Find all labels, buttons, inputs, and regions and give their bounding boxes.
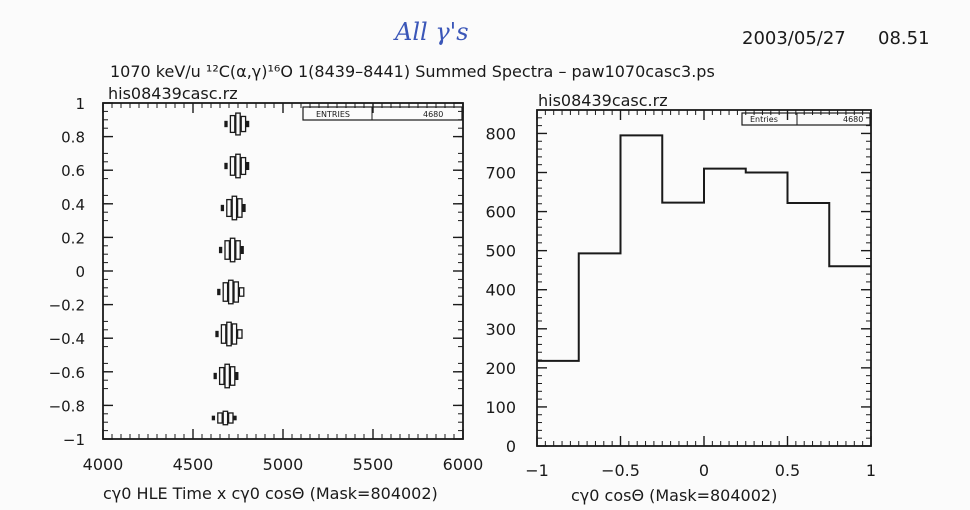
right-x-axis-label: cγ0 cosΘ (Mask=804002) bbox=[571, 486, 777, 505]
left-y-tick-label: 0 bbox=[75, 263, 85, 281]
right-y-tick-label: 400 bbox=[485, 281, 516, 300]
box-marker bbox=[211, 415, 216, 421]
print-date: 2003/05/27 bbox=[742, 28, 846, 49]
box-marker bbox=[222, 282, 229, 302]
box-marker bbox=[229, 156, 236, 176]
box-marker bbox=[235, 112, 241, 136]
right-y-tick-label: 600 bbox=[485, 203, 516, 222]
box-marker bbox=[224, 363, 231, 389]
right-x-tick-label: −1 bbox=[525, 461, 549, 480]
box-marker bbox=[218, 366, 225, 386]
right-stats-value: 4680 bbox=[843, 115, 863, 124]
left-x-tick-label: 4000 bbox=[83, 455, 124, 474]
left-x-tick-label: 5000 bbox=[263, 455, 304, 474]
left-stats-label: ENTRIES bbox=[316, 110, 350, 119]
box-marker bbox=[213, 372, 217, 380]
box-marker bbox=[235, 240, 241, 260]
handwritten-annotation: All γ's bbox=[393, 18, 469, 46]
box-marker bbox=[222, 410, 229, 426]
right-y-tick-label: 800 bbox=[485, 124, 516, 143]
right-y-tick-label: 300 bbox=[485, 320, 516, 339]
box-marker bbox=[242, 203, 246, 213]
left-plot-frame bbox=[102, 102, 464, 440]
left-stats-value: 4680 bbox=[423, 110, 443, 119]
right-x-tick-label: −0.5 bbox=[601, 461, 640, 480]
box-marker bbox=[235, 153, 241, 179]
left-y-tick-label: 0.8 bbox=[61, 129, 85, 147]
box-marker bbox=[224, 162, 228, 170]
right-axis-ticks: 0 100 200 300 400 500 600 700 800 −1 −0.5 0 0.5 1 bbox=[485, 110, 876, 480]
left-y-tick-label: 0.6 bbox=[61, 162, 85, 180]
box-marker bbox=[240, 156, 247, 176]
figure-title: 1070 keV/u ¹²C(α,γ)¹⁶O 1(8439–8441) Summ… bbox=[110, 62, 715, 81]
right-y-tick-label: 700 bbox=[485, 164, 516, 183]
right-x-tick-label: 0 bbox=[699, 461, 709, 480]
right-stats-label: Entries bbox=[750, 115, 778, 124]
left-y-tick-label: 0.2 bbox=[61, 229, 85, 247]
right-y-tick-label: 200 bbox=[485, 359, 516, 378]
left-x-tick-label: 5500 bbox=[353, 455, 394, 474]
print-time: 08.51 bbox=[878, 28, 930, 49]
left-y-tick-label: −0.4 bbox=[49, 330, 85, 348]
box-marker bbox=[227, 279, 234, 305]
box-marker bbox=[224, 120, 228, 128]
histogram-step-line bbox=[537, 134, 871, 362]
box-marker bbox=[240, 115, 247, 133]
box-marker bbox=[231, 195, 238, 221]
box-marker bbox=[233, 415, 237, 421]
box-marker bbox=[240, 245, 244, 255]
box-marker bbox=[229, 366, 236, 386]
box-marker bbox=[218, 246, 223, 254]
right-stats-box: Entries 4680 bbox=[741, 112, 871, 126]
box-marker bbox=[231, 323, 238, 345]
box-marker bbox=[217, 412, 223, 424]
left-x-axis-label: cγ0 HLE Time x cγ0 cosΘ (Mask=804002) bbox=[103, 484, 438, 503]
time-vs-cos-panel: his08439casc.rz ENTRIES 4680 1 0.8 0.6 0.4 0… bbox=[49, 84, 484, 503]
box-marker bbox=[236, 198, 243, 218]
box-marker bbox=[238, 287, 245, 297]
box-marker bbox=[229, 114, 236, 134]
box-marker bbox=[226, 198, 232, 218]
left-file-label: his08439casc.rz bbox=[108, 84, 238, 103]
box-marker bbox=[220, 324, 227, 344]
box-marker bbox=[233, 281, 240, 303]
box-marker bbox=[217, 288, 221, 296]
left-y-tick-label: 0.4 bbox=[61, 196, 85, 214]
box-marker bbox=[236, 329, 243, 339]
left-box-markers bbox=[211, 112, 250, 426]
right-file-label: his08439casc.rz bbox=[538, 91, 668, 110]
right-x-tick-label: 1 bbox=[866, 461, 876, 480]
box-marker bbox=[227, 412, 234, 424]
right-y-tick-label: 0 bbox=[506, 437, 516, 456]
right-y-tick-label: 500 bbox=[485, 242, 516, 261]
left-y-tick-label: −1 bbox=[63, 431, 85, 449]
left-x-tick-label: 6000 bbox=[443, 455, 484, 474]
right-x-tick-label: 0.5 bbox=[775, 461, 800, 480]
box-marker bbox=[215, 330, 219, 338]
left-y-tick-label: −0.8 bbox=[49, 397, 85, 415]
right-plot-frame bbox=[536, 109, 872, 447]
box-marker bbox=[229, 237, 236, 263]
left-x-tick-label: 4500 bbox=[173, 455, 214, 474]
box-marker bbox=[235, 371, 239, 381]
box-marker bbox=[226, 321, 232, 347]
left-y-tick-label: −0.2 bbox=[49, 297, 85, 315]
left-stats-box: ENTRIES 4680 bbox=[302, 106, 463, 121]
box-marker bbox=[224, 240, 231, 260]
right-y-tick-label: 100 bbox=[485, 398, 516, 417]
left-y-tick-label: 1 bbox=[75, 95, 85, 113]
box-marker bbox=[220, 204, 225, 212]
cos-histogram-panel: his08439casc.rz Entries 4680 0 100 200 300 4… bbox=[485, 91, 876, 505]
left-axis-ticks: 1 0.8 0.6 0.4 0.2 0 −0.2 −0.4 −0.6 −0.8 −1 4000 4500… bbox=[49, 95, 484, 474]
right-stats-frame bbox=[741, 112, 871, 126]
left-y-tick-label: −0.6 bbox=[49, 364, 85, 382]
box-marker bbox=[245, 120, 250, 128]
box-marker bbox=[245, 161, 250, 171]
